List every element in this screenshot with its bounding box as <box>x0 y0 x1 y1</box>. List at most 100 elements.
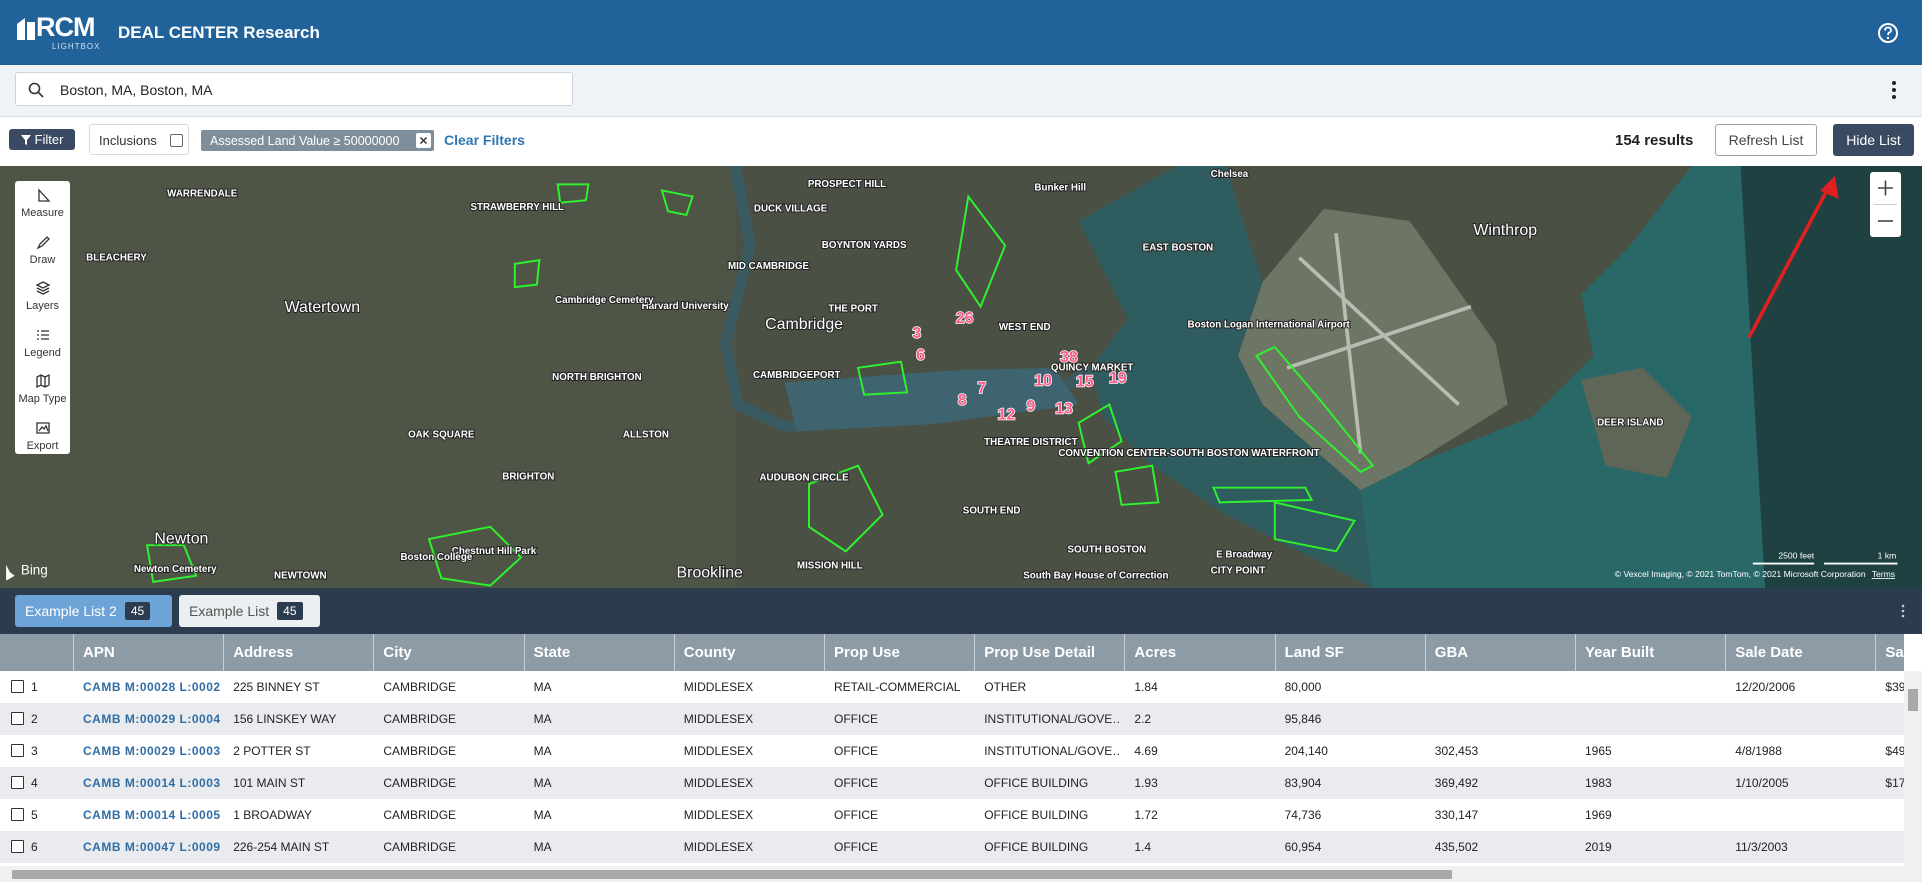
column-header[interactable]: Address <box>224 634 375 671</box>
table-cell: CAMBRIDGE <box>383 712 457 726</box>
map[interactable]: Watertown Cambridge Newton Brookline Winthro… <box>0 166 1922 588</box>
horizontal-scroll-thumb[interactable] <box>12 870 1452 879</box>
table-cell: OFFICE BUILDING <box>984 840 1089 854</box>
map-marker[interactable]: 6 <box>915 346 925 364</box>
map-canvas: Watertown Cambridge Newton Brookline Winthro… <box>0 166 1922 588</box>
map-label: NORTH BRIGHTON <box>552 372 642 383</box>
table-cell: 225 BINNEY ST <box>233 680 320 694</box>
refresh-list-button[interactable]: Refresh List <box>1715 124 1817 156</box>
map-tool[interactable]: Layers <box>25 300 60 312</box>
clear-filters[interactable]: Clear Filters <box>444 132 525 148</box>
map-marker[interactable]: 13 <box>1054 400 1073 418</box>
apn-link[interactable]: CAMB M:00014 L:0003 <box>83 776 221 790</box>
table-cell: MA <box>533 712 552 726</box>
hide-list-button[interactable]: Hide List <box>1833 124 1914 156</box>
map-label: Chestnut Hill Park <box>452 546 537 557</box>
map-tool[interactable]: Export <box>26 439 59 452</box>
table-row[interactable] <box>0 703 1904 735</box>
map-label: AUDUBON CIRCLE <box>759 473 849 484</box>
map-label: PROSPECT HILL <box>808 179 886 190</box>
table-row[interactable] <box>0 671 1904 703</box>
map-label: Cambridge <box>765 316 843 333</box>
apn-link[interactable]: CAMB M:00028 L:0002 <box>83 680 221 694</box>
vertical-scrollbar[interactable] <box>1904 671 1922 866</box>
tab-label: Example List <box>189 603 270 619</box>
column-header[interactable]: County <box>674 634 825 671</box>
map-marker[interactable]: 38 <box>1059 349 1078 367</box>
table-row[interactable] <box>0 767 1904 799</box>
header-cell <box>0 634 74 671</box>
column-header[interactable]: Acres <box>1125 634 1276 671</box>
row-number: 6 <box>31 840 38 854</box>
column-header[interactable]: GBA <box>1425 634 1576 671</box>
help-button[interactable] <box>1877 22 1899 44</box>
river-basin <box>784 367 1079 432</box>
map-marker[interactable]: 26 <box>955 309 974 327</box>
row-number: 5 <box>31 808 38 822</box>
map-tool[interactable]: Legend <box>24 346 61 359</box>
row-checkbox[interactable] <box>11 712 24 725</box>
map-label: THE PORT <box>828 304 878 315</box>
zoom-in[interactable] <box>1870 172 1901 204</box>
table-row[interactable] <box>0 735 1904 767</box>
row-checkbox[interactable] <box>11 744 24 757</box>
map-marker[interactable]: 9 <box>1026 397 1036 415</box>
apn-link[interactable]: CAMB M:00047 L:0009 <box>83 840 221 854</box>
more-menu[interactable] <box>1888 79 1900 101</box>
apn-link[interactable]: CAMB M:00029 L:0004 <box>83 712 221 726</box>
map-label: ALLSTON <box>623 430 669 441</box>
column-header[interactable]: Land SF <box>1275 634 1426 671</box>
column-header[interactable]: APN <box>74 634 225 671</box>
column-header[interactable]: Prop Use Detail <box>975 634 1126 671</box>
zoom-controls <box>1870 172 1901 237</box>
table-cell: OFFICE BUILDING <box>984 776 1089 790</box>
row-checkbox[interactable] <box>11 808 24 821</box>
table-cell: 95,846 <box>1284 712 1322 726</box>
map-tool[interactable]: Draw <box>29 253 56 266</box>
column-header[interactable]: City <box>374 634 525 671</box>
horizontal-scrollbar[interactable] <box>0 866 1922 882</box>
filter-button[interactable]: Filter <box>9 129 75 150</box>
table-cell: 1.84 <box>1134 680 1158 694</box>
row-checkbox[interactable] <box>11 776 24 789</box>
column-header[interactable]: Sa <box>1876 634 1904 671</box>
vertical-scroll-thumb[interactable] <box>1908 689 1918 711</box>
row-checkbox[interactable] <box>11 840 24 853</box>
tool-icon-shape <box>38 188 51 202</box>
inclusions-toggle[interactable]: Inclusions <box>89 124 189 155</box>
column-header[interactable]: State <box>524 634 675 671</box>
map-label: DUCK VILLAGE <box>754 203 828 214</box>
map-marker[interactable]: 3 <box>912 324 922 342</box>
zoom-out[interactable] <box>1870 205 1901 237</box>
map-marker[interactable]: 7 <box>977 379 987 397</box>
map-marker[interactable]: 12 <box>997 406 1016 424</box>
search-box[interactable]: Boston, MA, Boston, MA <box>15 72 573 106</box>
tab-example-list-2[interactable]: Example List 2 45 <box>15 595 172 627</box>
map-label: South Bay House of Correction <box>1023 570 1168 581</box>
inclusions-checkbox[interactable] <box>170 134 183 147</box>
map-tool[interactable]: Measure <box>21 207 64 219</box>
map-marker[interactable]: 15 <box>1075 373 1094 391</box>
column-header[interactable]: Prop Use <box>825 634 976 671</box>
table-cell: CAMBRIDGE <box>383 680 457 694</box>
filter-chip-remove[interactable] <box>416 133 431 148</box>
apn-link[interactable]: CAMB M:00029 L:0003 <box>83 744 221 758</box>
column-header[interactable]: Sale Date <box>1726 634 1877 671</box>
map-marker[interactable]: 10 <box>1034 372 1053 390</box>
map-label: QUINCY MARKET <box>1051 362 1134 373</box>
table-row[interactable] <box>0 799 1904 831</box>
column-header[interactable]: Year Built <box>1576 634 1727 671</box>
tabs-menu[interactable] <box>1900 604 1906 618</box>
tab-example-list[interactable]: Example List 45 <box>179 595 320 627</box>
map-marker[interactable]: 8 <box>957 391 967 409</box>
map-terms[interactable]: Terms <box>1872 569 1895 579</box>
inner-harbor <box>1078 166 1373 588</box>
table-cell: CAMBRIDGE <box>383 808 457 822</box>
table-row[interactable] <box>0 831 1904 863</box>
row-checkbox[interactable] <box>11 680 24 693</box>
map-tool[interactable]: Map Type <box>18 393 67 405</box>
apn-link[interactable]: CAMB M:00014 L:0005 <box>83 808 221 822</box>
table-cell: 11/3/2003 <box>1735 840 1788 854</box>
map-label: BLEACHERY <box>86 252 147 263</box>
map-marker[interactable]: 19 <box>1108 369 1127 387</box>
